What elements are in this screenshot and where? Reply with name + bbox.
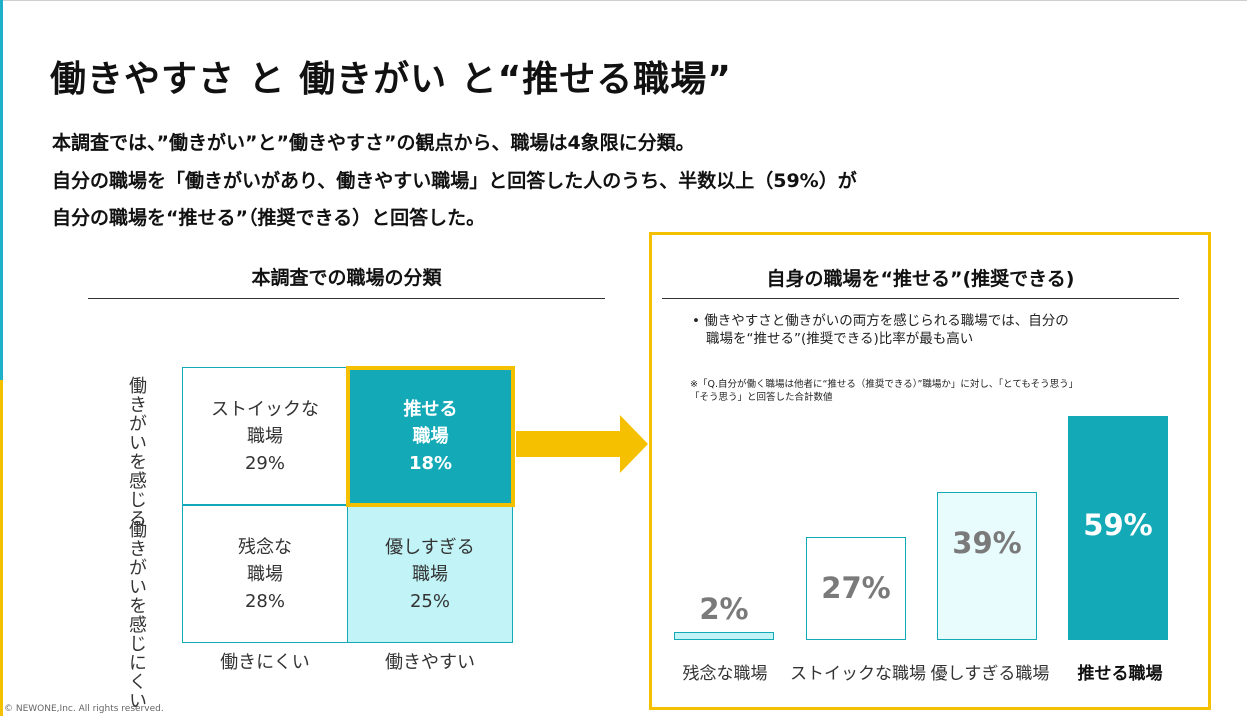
lead-line-3: 自分の職場を“推せる”（推奨できる）と回答した。 xyxy=(52,207,486,229)
quadrant-yasashi: 優しすぎる 職場 25% xyxy=(347,505,513,643)
panel-bullet-line-1: • 働きやすさと働きがいの両方を感じられる職場では、自分の xyxy=(692,313,1069,329)
quadrant-name2: 職場 xyxy=(412,563,448,585)
quadrant-name: 残念な xyxy=(238,536,292,558)
y-label-bottom: 働きがいを感じにくい xyxy=(126,520,147,710)
quadrant-pct: 28% xyxy=(244,590,285,612)
bar xyxy=(806,537,906,640)
lead-line-1: 本調査では、”働きがい”と”働きやすさ”の観点から、職場は4象限に分類。 xyxy=(52,132,695,154)
bar xyxy=(1068,416,1168,640)
x-label-left: 働きにくい xyxy=(220,652,310,673)
panel-note-line-2: 「そう思う」と回答した合計数値 xyxy=(690,392,833,403)
quadrant-oseru: 推せる 職場 18% xyxy=(346,366,515,507)
panel-note-line-1: ※「Q.自分が働く職場は他者に“推せる（推奨できる）”職場か」に対し、「とてもそ… xyxy=(690,379,1079,390)
quadrant-name: ストイックな xyxy=(211,398,319,420)
quadrant-zannen: 残念な 職場 28% xyxy=(182,505,348,643)
bar-value-label: 59% xyxy=(1083,508,1153,542)
bar xyxy=(937,492,1037,640)
panel-bullet: • 働きやすさと働きがいの両方を感じられる職場では、自分の 職場を“推せる”(推… xyxy=(692,312,1069,348)
top-border xyxy=(0,0,1247,1)
bar-value-label: 39% xyxy=(952,526,1022,560)
quadrant-pct: 25% xyxy=(409,590,450,612)
left-accent-yellow xyxy=(0,380,3,716)
panel-bullet-line-2: 職場を“推せる”(推奨できる)比率が最も高い xyxy=(706,331,974,347)
copyright: © NEWONE,Inc. All rights reserved. xyxy=(4,704,164,714)
category-label: 残念な職場 xyxy=(682,664,768,684)
quadrant-pct: 29% xyxy=(244,452,285,474)
bar xyxy=(674,632,774,640)
quadrant-name2: 職場 xyxy=(247,563,283,585)
bar-value-label: 27% xyxy=(821,571,891,605)
x-label-right: 働きやすい xyxy=(385,652,475,673)
panel-rule xyxy=(662,298,1179,299)
quadrant-stoic: ストイックな 職場 29% xyxy=(182,367,348,505)
panel-title: 自身の職場を“推せる”(推奨できる) xyxy=(766,268,1075,290)
quadrant-pct: 18% xyxy=(408,453,453,474)
classification-rule xyxy=(88,298,605,299)
y-label-top: 働きがいを感じる xyxy=(126,376,147,528)
lead-line-2: 自分の職場を「働きがいがあり、働きやすい職場」と回答した人のうち、半数以上（59… xyxy=(52,170,857,192)
page-title: 働きやすさ と 働きがい と“推せる職場” xyxy=(50,59,732,100)
category-label: 優しすぎる職場 xyxy=(930,664,1050,684)
classification-title: 本調査での職場の分類 xyxy=(251,267,442,289)
quadrant-name2: 職場 xyxy=(247,425,283,447)
quadrant-name: 優しすぎる xyxy=(385,536,475,558)
category-label: ストイックな職場 xyxy=(790,664,926,684)
arrow-icon xyxy=(516,415,648,473)
quadrant-name: 推せる xyxy=(403,399,458,420)
panel-note: ※「Q.自分が働く職場は他者に“推せる（推奨できる）”職場か」に対し、「とてもそ… xyxy=(690,378,1078,404)
bar-value-label: 2% xyxy=(699,592,749,626)
category-label: 推せる職場 xyxy=(1077,664,1163,684)
left-accent-teal xyxy=(0,0,3,380)
recommend-panel xyxy=(649,232,1211,710)
quadrant-name2: 職場 xyxy=(412,426,449,447)
